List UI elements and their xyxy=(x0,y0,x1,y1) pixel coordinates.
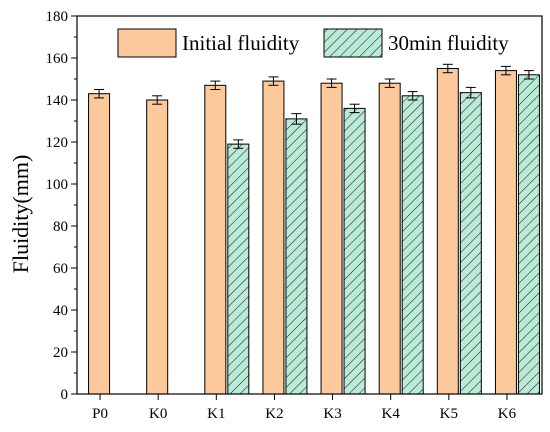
x-tick-label: K2 xyxy=(265,406,283,422)
bar-30min-k1 xyxy=(227,143,250,395)
bar-initial-p0 xyxy=(88,93,111,395)
legend-label-30min-fluidity: 30min fluidity xyxy=(388,31,509,55)
bar-initial-k0 xyxy=(146,99,169,395)
bar-30min-k2 xyxy=(285,118,308,395)
y-tick-label: 20 xyxy=(53,345,68,361)
y-tick-label: 120 xyxy=(46,135,69,151)
x-tick-label: P0 xyxy=(92,406,108,422)
y-tick-label: 100 xyxy=(46,177,69,193)
y-axis: 0 20 40 60 80 100 120 140 160 180 xyxy=(46,9,77,403)
bar-initial-k5 xyxy=(436,68,459,395)
x-axis: P0 K0 K1 K2 K3 K4 K5 K6 xyxy=(92,394,517,422)
y-axis-title: Fluidity(mm) xyxy=(8,155,33,274)
x-tick-label: K0 xyxy=(149,406,167,422)
bar-30min-k4 xyxy=(401,95,424,395)
bar-30min-k3 xyxy=(343,107,366,395)
x-tick-label: K3 xyxy=(323,406,341,422)
plot-frame xyxy=(76,15,543,395)
bar-30min-k6 xyxy=(517,74,540,395)
plot-area xyxy=(88,63,540,395)
bar-initial-k1 xyxy=(204,84,227,395)
y-tick-label: 160 xyxy=(46,51,69,67)
x-tick-label: K4 xyxy=(382,406,401,422)
bar-initial-k2 xyxy=(262,80,285,395)
legend-swatch-initial-fluidity xyxy=(117,28,177,58)
y-tick-label: 60 xyxy=(53,261,68,277)
y-tick-label: 140 xyxy=(46,93,69,109)
x-tick-label: K6 xyxy=(498,406,517,422)
y-tick-label: 40 xyxy=(53,303,68,319)
x-tick-label: K1 xyxy=(207,406,225,422)
y-tick-label: 180 xyxy=(46,9,69,25)
bar-30min-k5 xyxy=(459,92,482,395)
y-tick-label: 0 xyxy=(61,387,69,403)
x-tick-label: K5 xyxy=(440,406,458,422)
legend-swatch-30min-fluidity xyxy=(323,28,383,58)
legend: Initial fluidity 30min fluidity xyxy=(117,28,509,58)
bar-initial-k6 xyxy=(494,70,517,395)
bar-initial-k3 xyxy=(320,82,343,395)
legend-label-initial-fluidity: Initial fluidity xyxy=(182,31,300,55)
bar-initial-k4 xyxy=(378,82,401,395)
y-tick-label: 80 xyxy=(53,219,68,235)
